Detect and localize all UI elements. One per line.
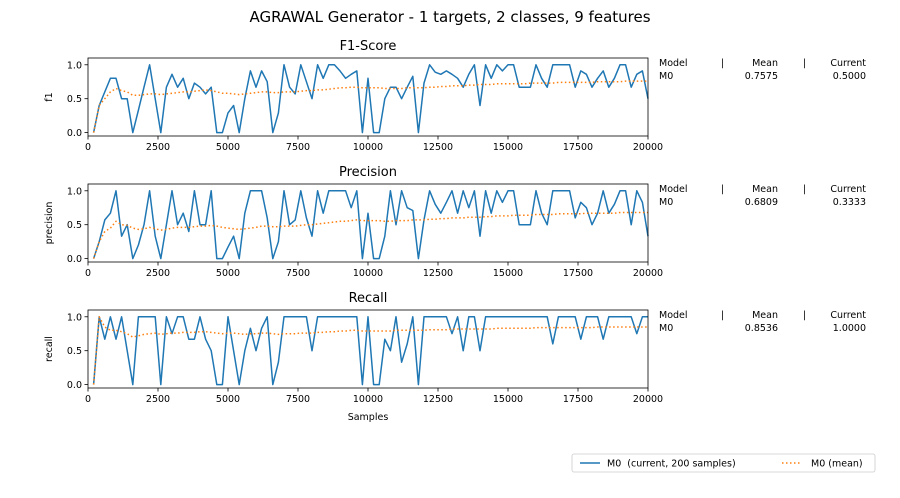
table-header-cell: | xyxy=(721,58,724,69)
x-tick-label: 12500 xyxy=(423,394,453,405)
table-row-cell: 1.0000 xyxy=(833,323,866,334)
table-row-cell: 0.7575 xyxy=(745,71,778,82)
x-tick-label: 17500 xyxy=(563,268,593,279)
table-header-cell: Current xyxy=(830,310,866,321)
x-tick-label: 15000 xyxy=(493,394,523,405)
x-tick-label: 12500 xyxy=(423,142,453,153)
table-header-cell: Mean xyxy=(752,58,778,69)
legend-frame xyxy=(571,453,876,473)
y-tick-label: 1.0 xyxy=(67,186,82,197)
table-row-cell: 0.5000 xyxy=(833,71,866,82)
y-tick-label: 0.0 xyxy=(67,380,82,391)
x-tick-label: 10000 xyxy=(353,268,383,279)
legend: M0 (current, 200 samples) M0 (mean) xyxy=(571,453,876,473)
y-axis-label: f1 xyxy=(44,92,55,101)
x-tick-label: 10000 xyxy=(353,142,383,153)
y-tick-label: 0.0 xyxy=(67,128,82,139)
table-row-cell: M0 xyxy=(659,197,673,208)
panel-1: Precision precision 0 2500 5000 7500 10000 1250… xyxy=(44,165,866,279)
x-tick-label: 2500 xyxy=(146,268,170,279)
panel-title: F1-Score xyxy=(340,39,397,54)
y-tick-label: 0.0 xyxy=(67,254,82,265)
panel-title: Precision xyxy=(339,165,397,180)
table-header-cell: Mean xyxy=(752,310,778,321)
y-tick-label: 0.5 xyxy=(67,346,82,357)
x-tick-label: 2500 xyxy=(146,142,170,153)
panel-0: F1-Score f1 0 2500 5000 7500 10000 12500 15000 17… xyxy=(44,39,866,153)
x-tick-label: 7500 xyxy=(286,394,310,405)
x-tick-label: 5000 xyxy=(216,142,240,153)
x-tick-label: 0 xyxy=(85,394,91,405)
current-series-line xyxy=(92,190,649,260)
x-tick-label: 2500 xyxy=(146,394,170,405)
x-tick-label: 5000 xyxy=(216,394,240,405)
panels: F1-Score f1 0 2500 5000 7500 10000 12500 15000 17… xyxy=(44,39,866,423)
table-header-cell: | xyxy=(721,310,724,321)
y-axis-label: precision xyxy=(44,202,55,245)
table-header-cell: | xyxy=(721,184,724,195)
table-row-cell: M0 xyxy=(659,323,673,334)
legend-label-current: M0 (current, 200 samples) xyxy=(607,459,736,470)
table-row-cell: 0.6809 xyxy=(745,197,778,208)
x-axis-label: Samples xyxy=(348,412,389,423)
x-tick-label: 20000 xyxy=(633,142,663,153)
table-header-cell: | xyxy=(803,184,806,195)
panel-2: Recall recall Samples 0 2500 5000 7500 10000 125… xyxy=(44,291,866,423)
x-tick-label: 20000 xyxy=(633,394,663,405)
x-tick-label: 7500 xyxy=(286,268,310,279)
table-row-cell: 0.8536 xyxy=(745,323,778,334)
plot-frame xyxy=(87,57,649,137)
table-row-cell: M0 xyxy=(659,71,673,82)
y-tick-label: 1.0 xyxy=(67,312,82,323)
mean-series-line xyxy=(92,211,648,259)
x-tick-label: 17500 xyxy=(563,142,593,153)
plot-frame xyxy=(87,183,649,263)
table-header-cell: Current xyxy=(830,184,866,195)
panel-title: Recall xyxy=(349,291,388,306)
mean-series-line xyxy=(92,316,648,385)
table-header-cell: | xyxy=(803,58,806,69)
y-tick-label: 1.0 xyxy=(67,60,82,71)
y-axis-label: recall xyxy=(44,336,55,362)
current-series-line xyxy=(92,64,649,134)
x-tick-label: 0 xyxy=(85,268,91,279)
table-header-cell: Mean xyxy=(752,184,778,195)
table-header-cell: Model xyxy=(659,310,688,321)
x-tick-label: 7500 xyxy=(286,142,310,153)
x-tick-label: 5000 xyxy=(216,268,240,279)
table-header-cell: Model xyxy=(659,58,688,69)
table-row-cell: 0.3333 xyxy=(833,197,866,208)
table-header-cell: Current xyxy=(830,58,866,69)
x-tick-label: 20000 xyxy=(633,268,663,279)
figure-title: AGRAWAL Generator - 1 targets, 2 classes… xyxy=(249,8,650,26)
table-header-cell: Model xyxy=(659,184,688,195)
x-tick-label: 17500 xyxy=(563,394,593,405)
x-tick-label: 0 xyxy=(85,142,91,153)
y-tick-label: 0.5 xyxy=(67,220,82,231)
x-tick-label: 10000 xyxy=(353,394,383,405)
table-header-cell: | xyxy=(803,310,806,321)
legend-label-mean: M0 (mean) xyxy=(811,459,863,470)
x-tick-label: 12500 xyxy=(423,268,453,279)
y-tick-label: 0.5 xyxy=(67,94,82,105)
x-tick-label: 15000 xyxy=(493,268,523,279)
current-series-line xyxy=(92,316,648,386)
x-tick-label: 15000 xyxy=(493,142,523,153)
